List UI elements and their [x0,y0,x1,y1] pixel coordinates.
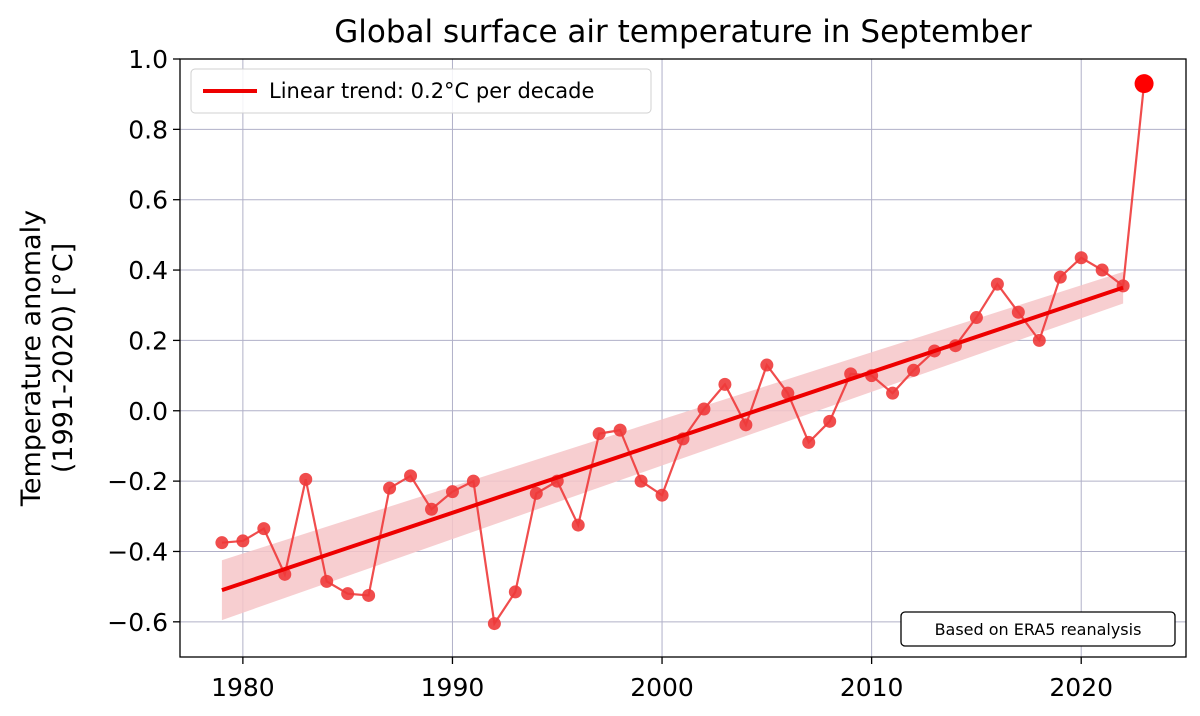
data-point [236,534,250,548]
y-axis: −0.6 −0.4 −0.2 0.0 0.2 0.4 0.6 0.8 1.0 [107,45,180,637]
data-point [1011,305,1025,319]
y-axis-title: Temperature anomaly (1991-2020) [°C] [16,210,79,507]
data-point [425,502,438,516]
data-point [739,418,753,432]
source-annotation: Based on ERA5 reanalysis [900,611,1176,647]
annotation-box [900,611,1176,647]
data-point [341,587,355,601]
data-point [571,518,585,532]
data-point [990,277,1004,291]
highlight-data-point [1134,74,1154,94]
data-point [655,488,669,502]
data-point [823,414,837,428]
data-point [886,386,900,400]
data-point [613,423,627,437]
data-point [466,474,480,488]
data-point [1032,333,1046,347]
y-tick-label: 1.0 [128,45,168,74]
y-tick-label: −0.4 [107,537,168,566]
legend-box [190,68,652,114]
x-tick-label: 1980 [211,673,275,702]
annotation-text: Based on ERA5 reanalysis [935,620,1142,639]
y-tick-label: −0.6 [107,608,168,637]
data-point [718,377,732,391]
legend: Linear trend: 0.2°C per decade [190,68,652,114]
y-tick-label: 0.8 [128,115,168,144]
y-tick-label: 0.2 [128,326,168,355]
data-point [1095,263,1109,277]
x-tick-label: 2020 [1049,673,1113,702]
y-tick-label: −0.2 [107,467,168,496]
y-axis-label-line2: (1991-2020) [°C] [48,243,79,473]
x-tick-label: 2010 [840,673,904,702]
data-point [257,522,271,536]
data-point [445,485,459,499]
data-point [404,469,418,483]
data-point [299,472,313,486]
data-point [697,402,711,416]
plot-frame [179,58,1187,658]
legend-label: Linear trend: 0.2°C per decade [269,79,594,103]
x-tick-label: 1990 [421,673,485,702]
data-point [907,363,921,377]
x-axis: 1980 1990 2000 2010 2020 [211,657,1113,702]
trend-band [221,271,1124,621]
data-point [592,427,606,441]
data-point [1053,270,1067,284]
data-point [529,486,543,500]
y-tick-label: 0.6 [128,186,168,215]
y-axis-label-line1: Temperature anomaly [16,210,47,507]
data-point [760,358,774,372]
data-point [383,481,397,495]
y-tick-label: 0.4 [128,256,168,285]
trend-line-group [221,285,1124,593]
trend-confidence-band [221,271,1124,621]
data-point [215,536,229,550]
data-point [508,585,522,599]
data-point [1074,251,1088,265]
data-point [969,311,983,325]
data-point [487,617,501,631]
data-point [362,588,376,602]
chart-title: Global surface air temperature in Septem… [334,14,1032,50]
data-point [320,574,334,588]
x-tick-label: 2000 [630,673,694,702]
y-tick-label: 0.0 [128,397,168,426]
trend-line [221,285,1124,593]
data-point [781,386,795,400]
data-point [802,435,816,449]
data-point [634,474,648,488]
